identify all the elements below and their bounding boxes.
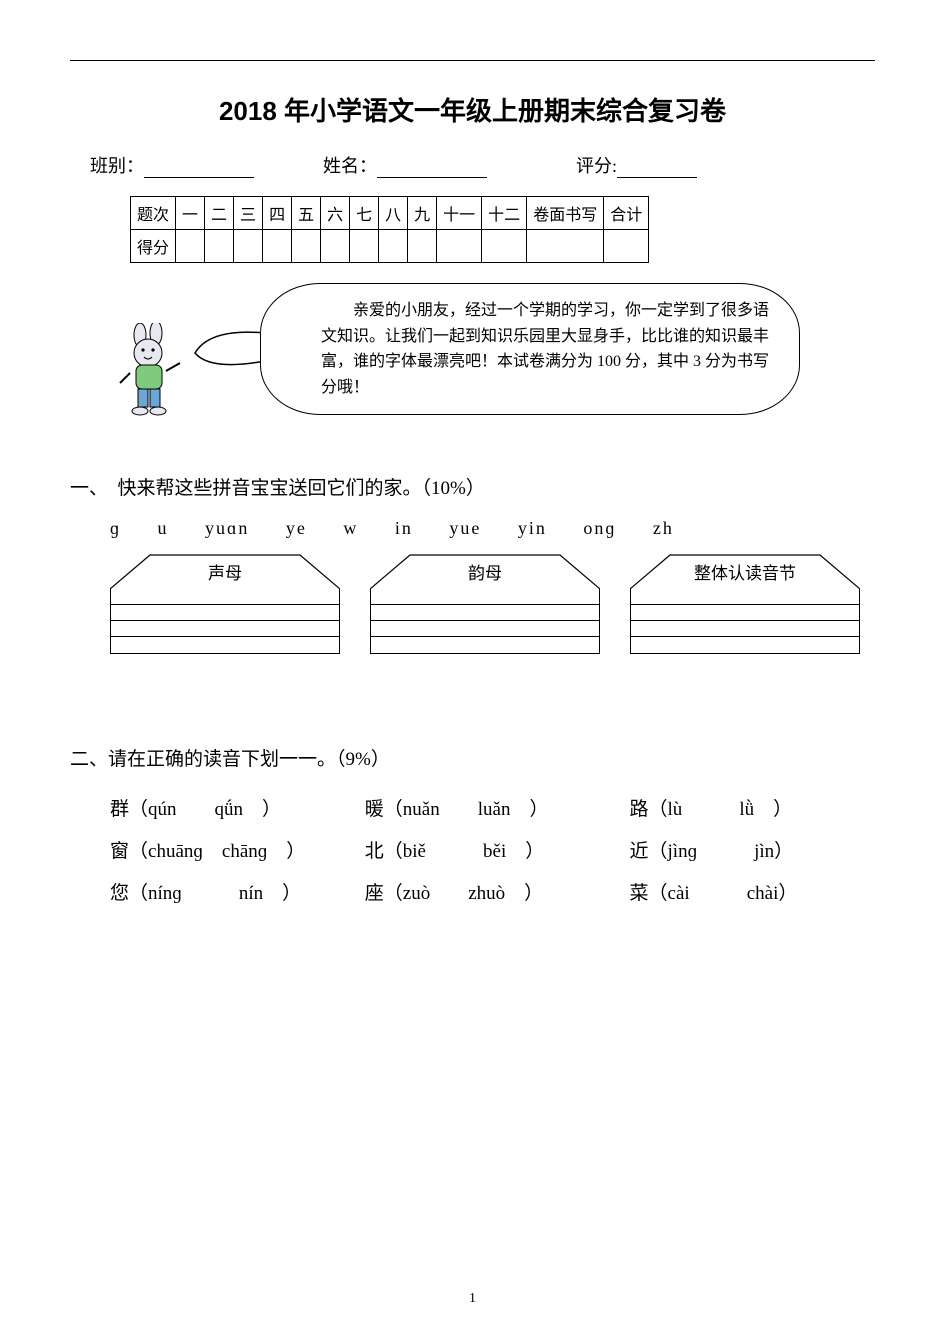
score-label: 评分: [576, 156, 617, 176]
opt[interactable]: lù [668, 799, 683, 820]
score-cell[interactable] [482, 230, 527, 263]
score-cell[interactable] [350, 230, 379, 263]
opt[interactable]: nuǎn [403, 799, 440, 820]
class-blank[interactable] [144, 160, 254, 178]
page-number: 1 [0, 1291, 945, 1307]
q2-row: 群（qún qǘn ） 暖（nuǎn luǎn ） 路（lù lǜ ） [110, 789, 875, 831]
char: 路 [630, 799, 649, 820]
score-cell[interactable] [263, 230, 292, 263]
th: 合计 [604, 197, 649, 230]
th: 十二 [482, 197, 527, 230]
opt[interactable]: qún [148, 799, 177, 820]
th: 四 [263, 197, 292, 230]
house-body[interactable] [630, 589, 860, 654]
score-blank[interactable] [617, 160, 697, 178]
th: 三 [234, 197, 263, 230]
score-cell[interactable] [604, 230, 649, 263]
q2-content: 群（qún qǘn ） 暖（nuǎn luǎn ） 路（lù lǜ ） 窗（ch… [110, 789, 875, 914]
score-cell[interactable] [321, 230, 350, 263]
house-body[interactable] [110, 589, 340, 654]
score-cell[interactable] [176, 230, 205, 263]
opt[interactable]: cài [668, 883, 690, 904]
th: 二 [205, 197, 234, 230]
house-zhengti: 整体认读音节 [630, 553, 860, 654]
th: 九 [408, 197, 437, 230]
score-cell[interactable] [234, 230, 263, 263]
opt[interactable]: zhuò [468, 883, 505, 904]
char: 暖 [365, 799, 384, 820]
score-cell[interactable] [408, 230, 437, 263]
q1-heading: 一、 快来帮这些拼音宝宝送回它们的家。（10%） [70, 473, 875, 500]
opt[interactable]: chuānɡ [148, 841, 203, 862]
house-yunmu: 韵母 [370, 553, 600, 654]
th: 一 [176, 197, 205, 230]
table-row: 题次 一 二 三 四 五 六 七 八 九 十一 十二 卷面书写 合计 [131, 197, 649, 230]
name-blank[interactable] [377, 160, 487, 178]
opt[interactable]: chānɡ [222, 841, 267, 862]
house-label: 整体认读音节 [630, 559, 860, 584]
house-label: 声母 [110, 559, 340, 584]
opt[interactable]: nín [239, 883, 263, 904]
student-info-line: 班别： 姓名： 评分: [90, 152, 875, 178]
speech-bubble: 亲爱的小朋友，经过一个学期的学习，你一定学到了很多语文知识。让我们一起到知识乐园… [260, 283, 800, 415]
th: 八 [379, 197, 408, 230]
house-shengmu: 声母 [110, 553, 340, 654]
score-cell[interactable] [437, 230, 482, 263]
top-rule [70, 60, 875, 61]
q2-heading: 二、请在正确的读音下划一一。（9%） [70, 744, 875, 771]
q2-row: 窗（chuānɡ chānɡ ） 北（biě běi ） 近（jìnɡ jìn） [110, 831, 875, 873]
score-cell[interactable] [379, 230, 408, 263]
intro-row: 亲爱的小朋友，经过一个学期的学习，你一定学到了很多语文知识。让我们一起到知识乐园… [70, 283, 875, 433]
houses-row: 声母 韵母 整体认读音节 [110, 553, 875, 654]
opt[interactable]: luǎn [478, 799, 511, 820]
opt[interactable]: zuò [403, 883, 430, 904]
speech-tail-icon [190, 323, 270, 373]
class-label: 班别： [90, 156, 144, 176]
opt[interactable]: chài [747, 883, 779, 904]
th: 七 [350, 197, 379, 230]
score-table: 题次 一 二 三 四 五 六 七 八 九 十一 十二 卷面书写 合计 得分 [130, 196, 649, 263]
score-cell[interactable] [205, 230, 234, 263]
score-cell[interactable] [527, 230, 604, 263]
char: 北 [365, 841, 384, 862]
opt[interactable]: jìnɡ [668, 841, 698, 862]
th: 十一 [437, 197, 482, 230]
th: 卷面书写 [527, 197, 604, 230]
opt[interactable]: běi [483, 841, 506, 862]
table-row: 得分 [131, 230, 649, 263]
score-cell[interactable] [292, 230, 321, 263]
char: 您 [110, 883, 129, 904]
opt[interactable]: jìn [754, 841, 774, 862]
opt[interactable]: lǜ [739, 799, 754, 820]
rabbit-icon [110, 323, 200, 423]
house-body[interactable] [370, 589, 600, 654]
th: 五 [292, 197, 321, 230]
opt[interactable]: qǘn [215, 799, 244, 820]
house-label: 韵母 [370, 559, 600, 584]
page-title: 2018 年小学语文一年级上册期末综合复习卷 [70, 91, 875, 128]
row-label: 得分 [131, 230, 176, 263]
q1-pinyin-items: ɡ u yuɑn ye w in yue yin onɡ zh [110, 518, 875, 539]
opt[interactable]: nínɡ [148, 883, 182, 904]
char: 近 [630, 841, 649, 862]
q2-row: 您（nínɡ nín ） 座（zuò zhuò ） 菜（cài chài） [110, 873, 875, 915]
name-label: 姓名： [323, 156, 377, 176]
char: 群 [110, 799, 129, 820]
opt[interactable]: biě [403, 841, 426, 862]
char: 菜 [630, 883, 649, 904]
exam-page: 2018 年小学语文一年级上册期末综合复习卷 班别： 姓名： 评分: 题次 一 … [0, 0, 945, 954]
th: 六 [321, 197, 350, 230]
char: 窗 [110, 841, 129, 862]
char: 座 [365, 883, 384, 904]
th: 题次 [131, 197, 176, 230]
